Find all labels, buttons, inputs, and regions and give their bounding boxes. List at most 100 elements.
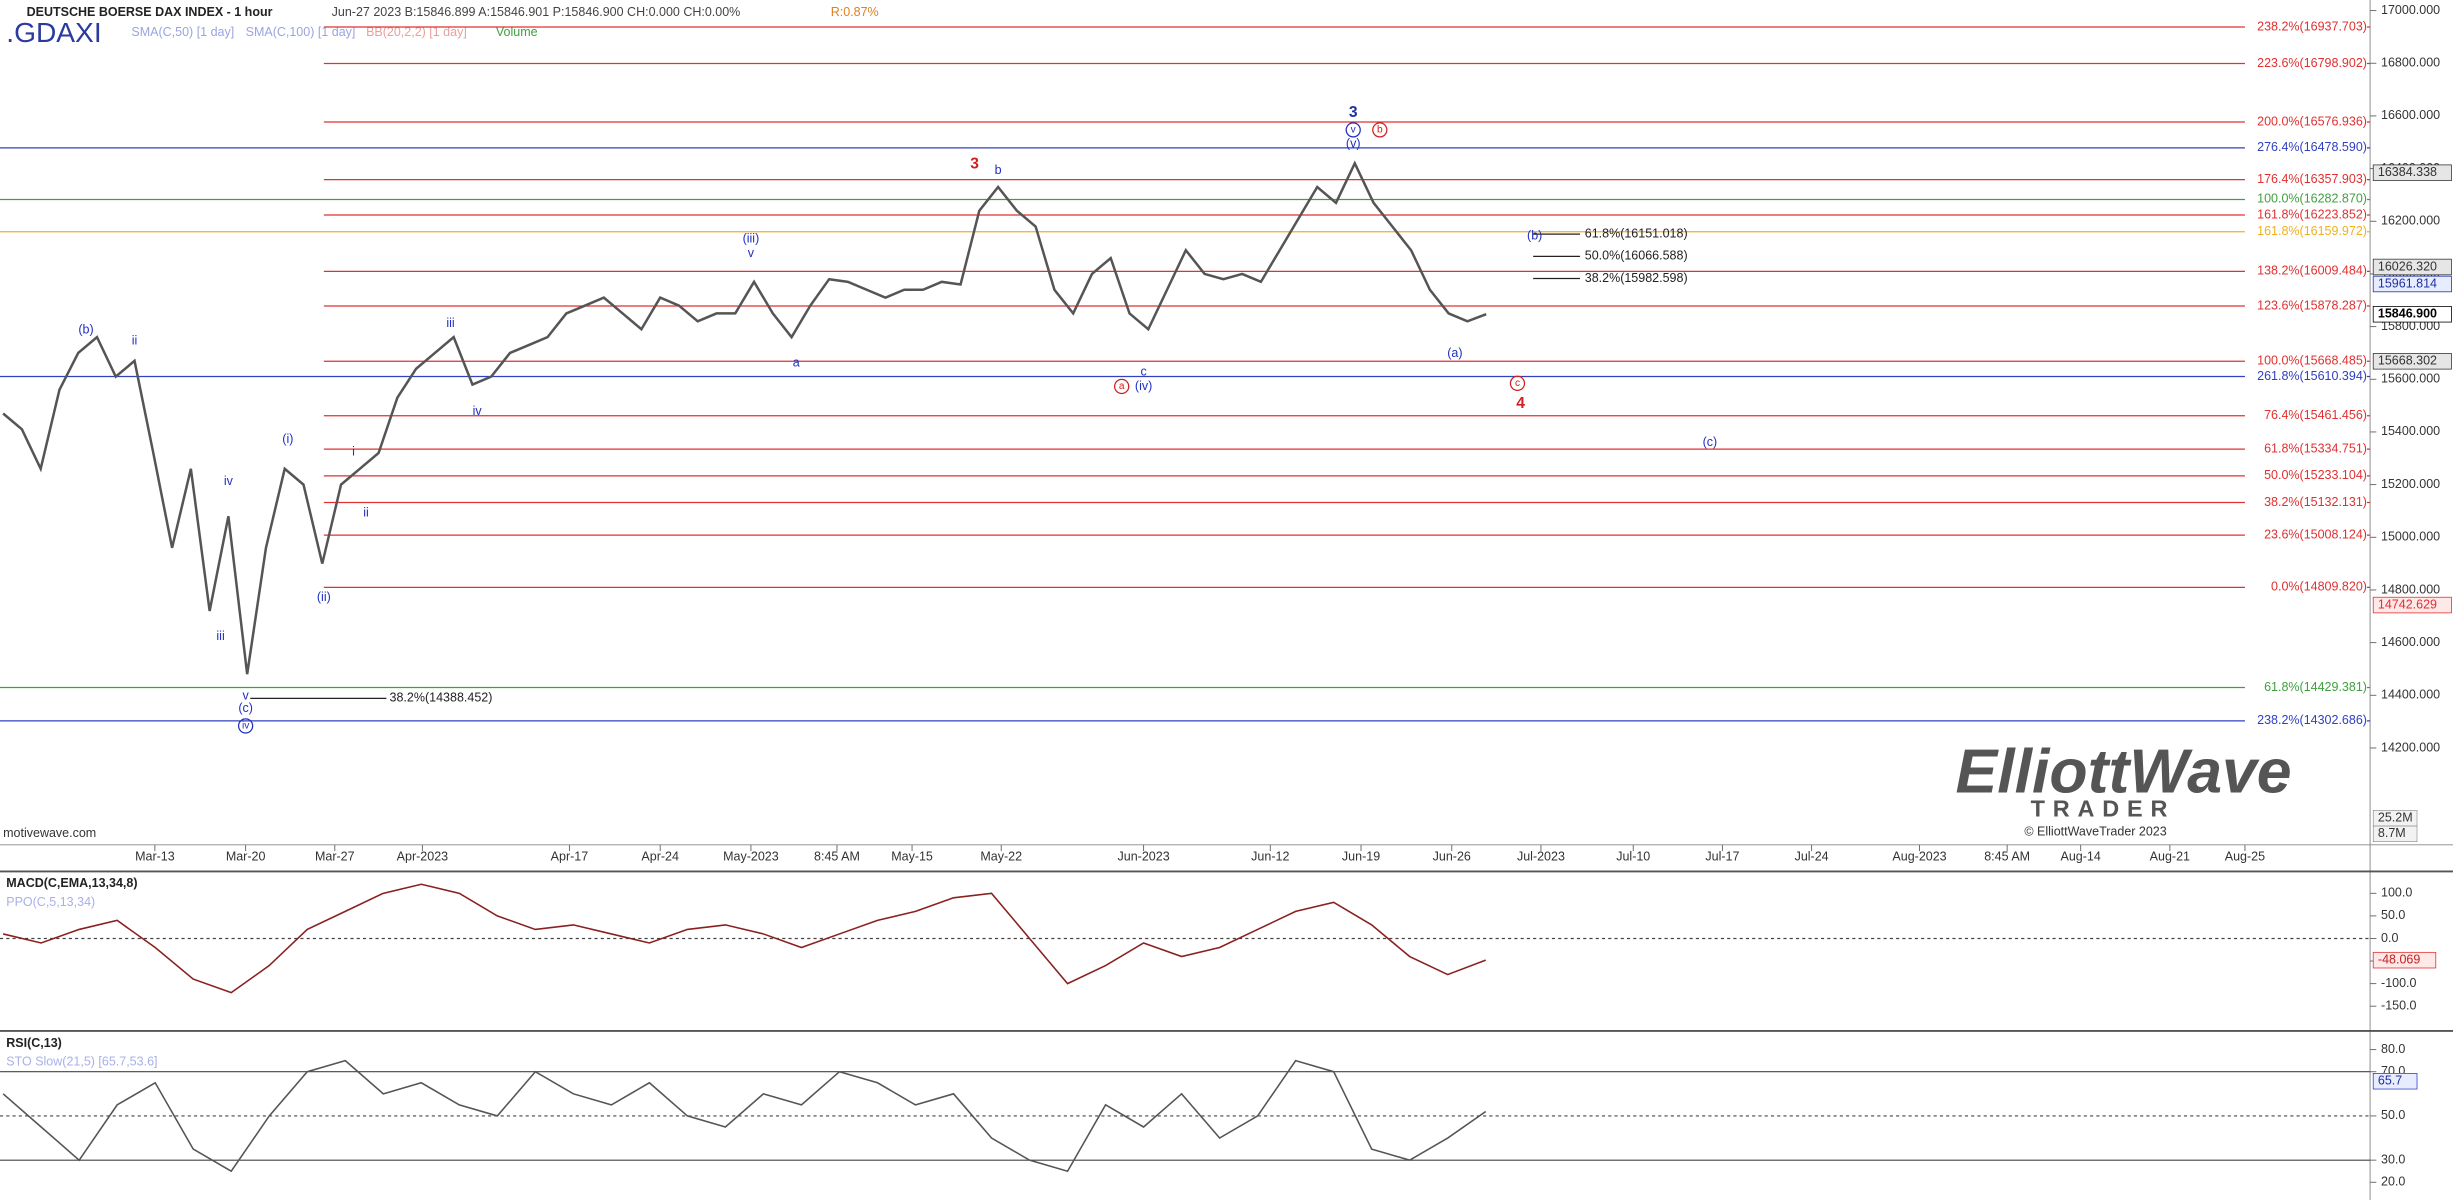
wave-label: 3 — [970, 155, 979, 172]
wave-label: ii — [363, 505, 369, 519]
logo-name: ElliottWave — [1956, 737, 2292, 807]
fib-label-bg — [2244, 369, 2367, 384]
quote: Jun-27 2023 B:15846.899 A:15846.901 P:15… — [332, 5, 741, 19]
fib-label-bg — [2244, 680, 2367, 695]
wave-label: b — [1377, 125, 1383, 136]
wave-label: (c) — [238, 701, 253, 715]
fib-label: 23.6%(15008.124) — [2264, 527, 2367, 541]
wave-label: i — [352, 444, 355, 458]
x-tick-label: Apr-17 — [551, 850, 589, 864]
x-tick-label: Mar-13 — [135, 850, 175, 864]
fib-label-bg — [2244, 207, 2367, 223]
panel-subtitle: PPO(C,5,13,34) — [6, 895, 95, 909]
price-marker — [2372, 306, 2452, 323]
value-badge — [2372, 951, 2437, 969]
value-badge — [2372, 1073, 2418, 1090]
wave-label: (iii) — [743, 232, 760, 246]
y-tick-label: 100.0 — [2381, 886, 2412, 900]
y-tick-label: 20.0 — [2381, 1175, 2405, 1189]
wave-label: 3 — [1349, 104, 1358, 121]
value-badge-label: -48.069 — [2378, 952, 2420, 966]
indicator: BB(20,2,2) [1 day] — [366, 25, 467, 39]
wave-label: (b) — [1527, 229, 1542, 243]
wave-label: b — [995, 163, 1002, 177]
price-marker-label: 16384.338 — [2378, 165, 2437, 179]
wave-label: ii — [132, 333, 138, 347]
x-tick-label: Aug-21 — [2150, 850, 2190, 864]
y-tick-label: 16600.000 — [2381, 108, 2440, 122]
fib-label: 76.4%(15461.456) — [2264, 408, 2367, 422]
wave-label: (i) — [282, 432, 293, 446]
fib-label: 38.2%(15132.131) — [2264, 495, 2367, 509]
price-marker-label: 15961.814 — [2378, 276, 2437, 290]
fib-label: 61.8%(14429.381) — [2264, 680, 2367, 694]
wave-label: iii — [446, 316, 454, 330]
wave-label: a — [1119, 381, 1125, 392]
y-tick-label: 16800.000 — [2381, 56, 2440, 70]
y-tick-label: 14200.000 — [2381, 740, 2440, 754]
y-tick-label: 14600.000 — [2381, 635, 2440, 649]
x-tick-label: Jul-17 — [1705, 850, 1739, 864]
indicator: SMA(C,100) [1 day] — [246, 25, 356, 39]
x-tick-label: Jun-12 — [1251, 850, 1289, 864]
x-tick-label: May-15 — [891, 850, 933, 864]
wave-label: c — [1140, 365, 1146, 379]
fib-label-bg — [2244, 19, 2367, 35]
x-tick-label: Aug-14 — [2061, 850, 2101, 864]
x-tick-label: Jun-26 — [1433, 850, 1471, 864]
price-marker-label: 14742.629 — [2378, 597, 2437, 611]
wave-label: (iv) — [1135, 379, 1152, 393]
price-marker — [2372, 258, 2452, 276]
y-tick-label: 50.0 — [2381, 908, 2405, 922]
y-tick-label: 15000.000 — [2381, 530, 2440, 544]
price-marker-label: 15846.900 — [2378, 307, 2437, 321]
logo-copyright: © ElliottWaveTrader 2023 — [2024, 825, 2166, 839]
fib-label-bg — [2244, 528, 2367, 543]
fib-label-bg — [2244, 442, 2367, 457]
fib-label: 100.0%(16282.870) — [2257, 192, 2367, 206]
y-tick-label: 0.0 — [2381, 931, 2398, 945]
fib-label-bg — [2244, 114, 2367, 130]
wave-label: (ii) — [317, 590, 331, 604]
wave-label: (c) — [1703, 435, 1718, 449]
price-marker — [2372, 353, 2452, 370]
y-tick-label: 14800.000 — [2381, 582, 2440, 596]
x-tick-label: Aug-25 — [2225, 850, 2265, 864]
y-tick-label: 14400.000 — [2381, 688, 2440, 702]
fib-label-bg — [2244, 495, 2367, 510]
price-marker — [2372, 275, 2452, 293]
fib-label: 200.0%(16576.936) — [2257, 114, 2367, 128]
wave-label: v — [242, 689, 249, 703]
price-marker — [2372, 596, 2452, 614]
wave-label: iii — [216, 629, 224, 643]
x-tick-label: Mar-27 — [315, 850, 355, 864]
y-tick-label: -150.0 — [2381, 998, 2416, 1012]
wave-label: v — [1351, 125, 1357, 136]
y-tick-label: -100.0 — [2381, 976, 2416, 990]
source: motivewave.com — [3, 826, 96, 840]
fib-label-bg — [2244, 408, 2367, 423]
x-tick-label: 8:45 AM — [814, 850, 860, 864]
fib-label-bg — [2244, 140, 2367, 155]
y-tick-label: 17000.000 — [2381, 3, 2440, 17]
volume-marker — [2372, 825, 2418, 843]
fib-label-bg — [2244, 580, 2367, 595]
fib-label: 0.0%(14809.820) — [2271, 580, 2367, 594]
panel-title: RSI(C,13) — [6, 1036, 62, 1050]
y-tick-label: 15200.000 — [2381, 477, 2440, 491]
x-tick-label: May-2023 — [723, 850, 779, 864]
y-tick-label: 15400.000 — [2381, 424, 2440, 438]
fib-label-bg — [2244, 264, 2367, 279]
price-line — [2, 160, 1487, 675]
wave-circle — [1345, 122, 1361, 138]
symbol: .GDAXI — [6, 17, 101, 48]
x-tick-label: Jul-24 — [1795, 850, 1829, 864]
x-tick-label: Mar-20 — [226, 850, 266, 864]
wave-label: 4 — [1516, 395, 1525, 412]
fib-label-bg — [2244, 192, 2367, 207]
x-tick-label: Jul-2023 — [1517, 850, 1565, 864]
fib-label-bg — [2244, 172, 2367, 187]
fib-label: 161.8%(16223.852) — [2257, 207, 2367, 221]
panel-title: MACD(C,EMA,13,34,8) — [6, 876, 137, 890]
